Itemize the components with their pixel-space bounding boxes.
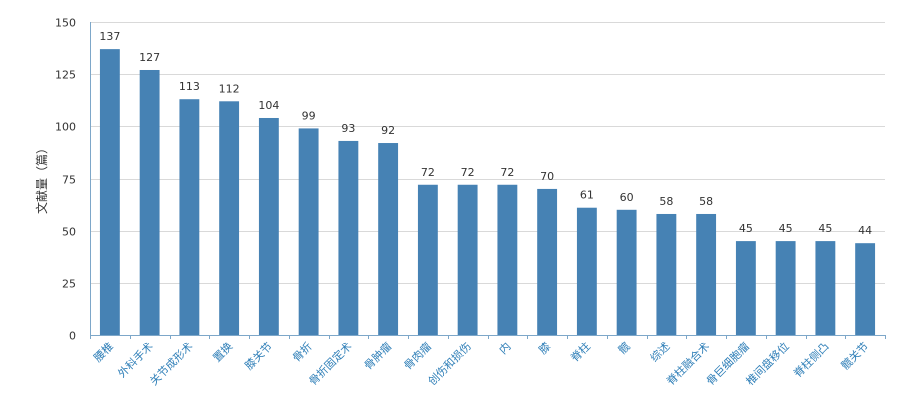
data-label: 44: [858, 224, 872, 237]
data-label: 93: [341, 122, 355, 135]
data-label: 70: [540, 170, 554, 183]
y-tick-label: 150: [55, 17, 76, 30]
bar: [99, 49, 120, 335]
bar: [417, 184, 438, 335]
x-tick-label: 骨肿瘤: [361, 339, 394, 372]
x-tick-label: 外科手术: [115, 339, 156, 380]
data-label: 45: [818, 222, 832, 235]
x-tick-label: 综述: [647, 339, 672, 364]
y-tick-label: 25: [62, 278, 76, 291]
data-label: 99: [302, 109, 316, 122]
x-tick-label: 骨折固定术: [306, 339, 355, 388]
bar: [298, 128, 319, 335]
x-tick-label: 膝: [536, 340, 553, 357]
data-label: 72: [500, 166, 514, 179]
gridlines: [90, 22, 885, 284]
data-label: 72: [421, 166, 435, 179]
x-tick-label: 椎间盘移位: [743, 339, 792, 388]
x-tick-label: 内: [496, 339, 514, 357]
bar: [139, 69, 160, 335]
data-label: 58: [659, 195, 673, 208]
x-tick-label: 骨折: [289, 339, 314, 364]
bar: [258, 117, 279, 335]
data-label: 112: [219, 82, 240, 95]
bar: [537, 188, 558, 335]
bar: [576, 207, 597, 335]
y-tick-label: 100: [55, 121, 76, 134]
x-tick-label: 脊柱: [568, 339, 593, 364]
data-label: 92: [381, 124, 395, 137]
x-tick-label: 脊柱侧凸: [790, 339, 831, 380]
data-label: 61: [580, 189, 594, 202]
data-label: 58: [699, 195, 713, 208]
x-tick-label: 置换: [210, 339, 235, 364]
data-label: 72: [461, 166, 475, 179]
bars: 137 127 113 112 104 99 93 92 72 72 72 70 61 60 58 58 45 4…: [99, 30, 876, 335]
y-axis-label: 文献量（篇）: [34, 142, 49, 214]
bar: [378, 143, 399, 335]
bar: [338, 140, 359, 335]
data-label: 45: [739, 222, 753, 235]
x-tick-label: 骨肉瘤: [401, 339, 434, 372]
bar: [179, 99, 200, 335]
x-tick-label: 髋关节: [838, 339, 871, 372]
bar: [497, 184, 518, 335]
data-label: 104: [258, 99, 279, 112]
y-tick-label: 75: [62, 174, 76, 187]
data-label: 60: [620, 191, 634, 204]
bar: [855, 243, 876, 335]
bar: [656, 213, 677, 335]
y-tick-label: 0: [69, 330, 76, 343]
data-label: 127: [139, 51, 160, 64]
data-label: 113: [179, 80, 200, 93]
bar: [457, 184, 478, 335]
bar: [735, 241, 756, 335]
x-tick-label: 髋: [615, 339, 633, 357]
x-tick-label: 腰椎: [91, 339, 116, 364]
x-tick-label: 创伤和损伤: [425, 339, 474, 388]
x-tick-label: 膝关节: [242, 339, 275, 372]
data-label: 137: [99, 30, 120, 43]
x-tick-label: 关节成形术: [147, 339, 196, 388]
bar: [616, 209, 637, 335]
y-tick-label: 125: [55, 69, 76, 82]
bar: [775, 241, 796, 335]
bar: [219, 101, 240, 335]
bar: [815, 241, 836, 335]
data-label: 45: [779, 222, 793, 235]
y-tick-label: 50: [62, 226, 76, 239]
bar: [696, 213, 717, 335]
